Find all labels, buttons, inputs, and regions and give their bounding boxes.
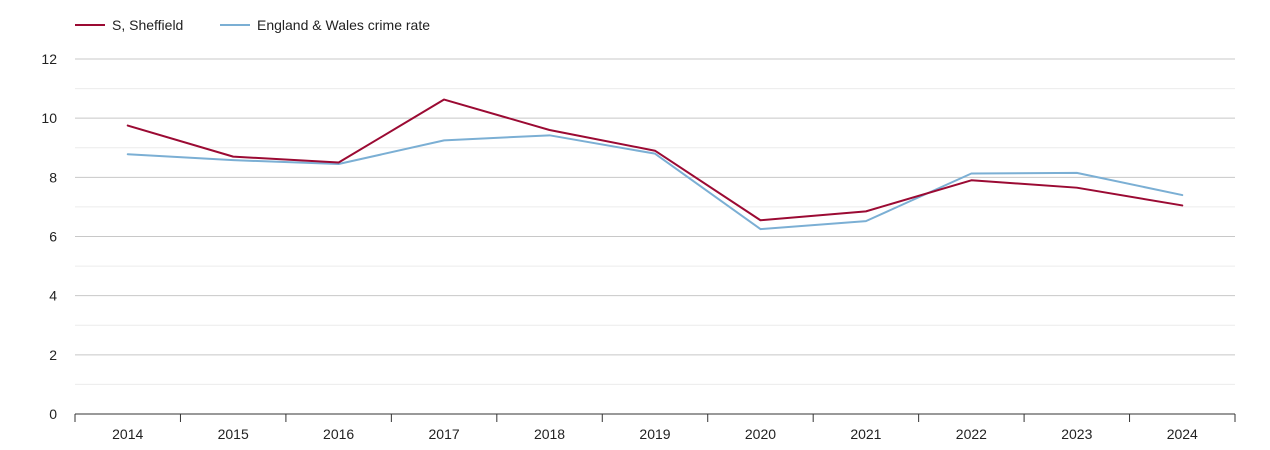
x-tick-label: 2015 [218, 426, 249, 442]
y-tick-label: 6 [49, 229, 57, 245]
y-tick-label: 8 [49, 169, 57, 185]
x-tick-label: 2014 [112, 426, 143, 442]
x-tick-label: 2022 [956, 426, 987, 442]
y-axis: 0 2 4 6 8 10 12 [41, 51, 57, 422]
x-tick-label: 2019 [639, 426, 670, 442]
y-tick-label: 12 [41, 51, 57, 67]
legend: S, Sheffield England & Wales crime rate [75, 17, 430, 33]
series-line-1 [126, 134, 1184, 231]
x-tick-label: 2024 [1167, 426, 1198, 442]
y-tick-label: 4 [49, 288, 57, 304]
legend-label-series-1: England & Wales crime rate [257, 17, 430, 33]
series-lines [126, 98, 1184, 231]
y-tick-label: 0 [49, 406, 57, 422]
x-axis: 2014 2015 2016 2017 2018 2019 2020 2021 2022 2023… [74, 413, 1236, 442]
x-tick-label: 2017 [429, 426, 460, 442]
x-tick-label: 2021 [850, 426, 881, 442]
gridlines [75, 58, 1235, 385]
x-tick-label: 2023 [1061, 426, 1092, 442]
y-tick-label: 10 [41, 110, 57, 126]
series-line-0 [126, 98, 1184, 222]
x-tick-label: 2018 [534, 426, 565, 442]
x-tick-label: 2020 [745, 426, 776, 442]
x-tick-label: 2016 [323, 426, 354, 442]
legend-label-series-0: S, Sheffield [112, 17, 183, 33]
y-tick-label: 2 [49, 347, 57, 363]
